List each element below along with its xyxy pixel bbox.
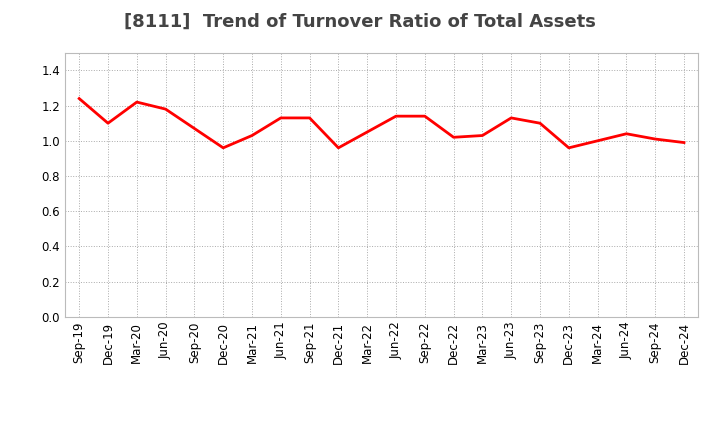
Text: [8111]  Trend of Turnover Ratio of Total Assets: [8111] Trend of Turnover Ratio of Total … xyxy=(124,13,596,31)
